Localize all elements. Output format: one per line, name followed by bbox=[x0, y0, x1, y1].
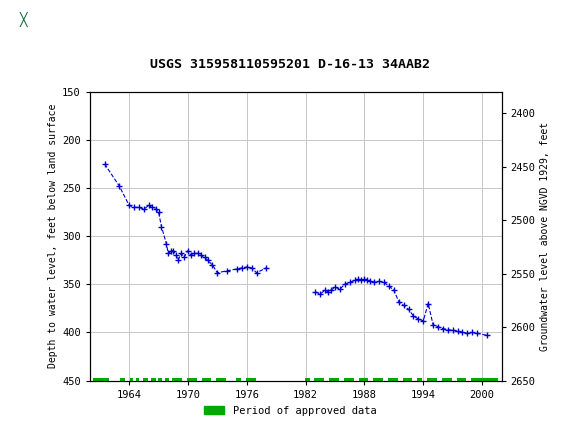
Bar bbox=[314, 378, 324, 381]
Bar bbox=[93, 378, 108, 381]
Bar bbox=[151, 378, 155, 381]
Bar bbox=[329, 378, 339, 381]
Bar bbox=[120, 378, 125, 381]
Bar bbox=[236, 378, 241, 381]
Bar bbox=[388, 378, 398, 381]
Bar bbox=[374, 378, 383, 381]
Legend: Period of approved data: Period of approved data bbox=[200, 402, 380, 420]
Bar bbox=[358, 378, 368, 381]
Bar bbox=[165, 378, 169, 381]
Bar bbox=[130, 378, 133, 381]
Bar bbox=[172, 378, 182, 381]
Bar bbox=[344, 378, 354, 381]
Bar bbox=[442, 378, 452, 381]
Bar bbox=[216, 378, 226, 381]
Y-axis label: Depth to water level, feet below land surface: Depth to water level, feet below land su… bbox=[48, 104, 58, 369]
Text: ╳: ╳ bbox=[19, 12, 27, 27]
Bar bbox=[403, 378, 412, 381]
Bar bbox=[158, 378, 162, 381]
Bar bbox=[427, 378, 437, 381]
Text: █USGS: █USGS bbox=[9, 11, 67, 27]
Bar bbox=[202, 378, 212, 381]
Bar bbox=[7, 4, 39, 34]
Bar bbox=[143, 378, 148, 381]
Bar bbox=[304, 378, 310, 381]
Bar bbox=[187, 378, 197, 381]
Bar bbox=[136, 378, 139, 381]
Y-axis label: Groundwater level above NGVD 1929, feet: Groundwater level above NGVD 1929, feet bbox=[540, 122, 550, 351]
Bar bbox=[418, 378, 422, 381]
Bar bbox=[472, 378, 498, 381]
Text: USGS: USGS bbox=[48, 12, 95, 27]
Text: USGS 315958110595201 D-16-13 34AAB2: USGS 315958110595201 D-16-13 34AAB2 bbox=[150, 58, 430, 71]
Bar bbox=[456, 378, 466, 381]
Bar bbox=[246, 378, 256, 381]
